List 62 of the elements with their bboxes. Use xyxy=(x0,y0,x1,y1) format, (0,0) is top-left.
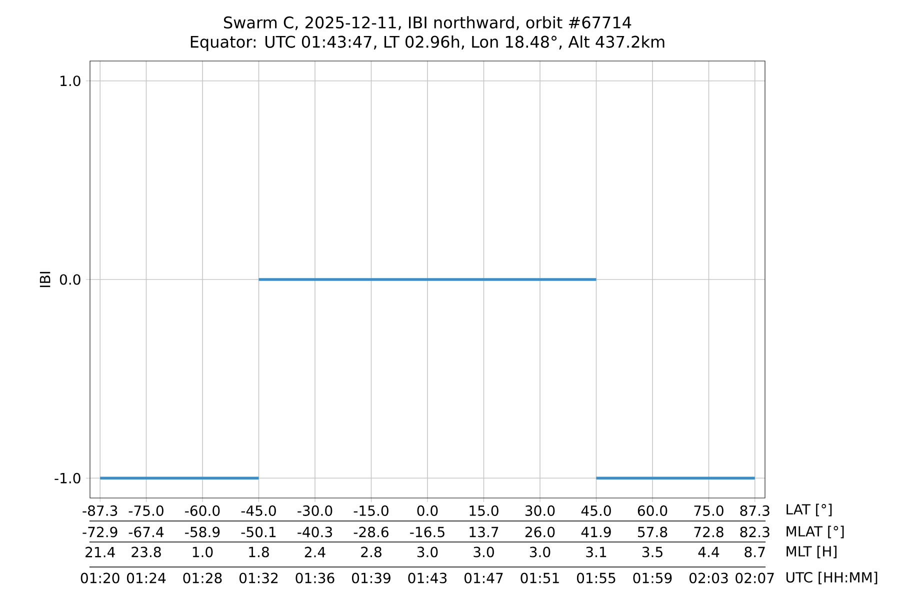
text: 41.9 xyxy=(581,526,611,538)
text: -28.6 xyxy=(354,526,388,538)
text: 3.0 xyxy=(530,546,550,558)
x-tick-label: 0.0 xyxy=(417,505,438,516)
text: 01:28 xyxy=(183,572,222,584)
text: 01:55 xyxy=(577,572,616,584)
x-tick-label: -30.0 xyxy=(298,505,332,516)
text: 01:36 xyxy=(296,572,334,584)
y-axis-title: IBI xyxy=(40,272,50,288)
x-tick-label: 45.0 xyxy=(581,505,611,516)
text: 8.7 xyxy=(744,546,765,558)
text: -16.5 xyxy=(410,526,444,538)
text: -50.1 xyxy=(241,526,276,538)
text: 01:39 xyxy=(352,572,390,584)
y-tick-label: 1.0 xyxy=(60,76,80,86)
text: -67.4 xyxy=(128,526,164,538)
text: MLAT [°] xyxy=(786,526,844,538)
text: UTC [HH:MM] xyxy=(786,572,878,584)
x-axis-title: LAT [°] xyxy=(786,504,832,516)
x-tick-label: -45.0 xyxy=(241,505,276,516)
text: 3.5 xyxy=(642,546,662,558)
text: 26.0 xyxy=(525,526,555,538)
text: 13.7 xyxy=(470,526,498,538)
text: 2.8 xyxy=(361,546,382,558)
x-tick-label: 30.0 xyxy=(525,505,555,516)
text: 72.8 xyxy=(694,526,724,538)
x-tick-label: 87.3 xyxy=(740,505,770,516)
text: 82.3 xyxy=(740,526,770,538)
chart-subtitle: Equator: UTC 01:43:47, LT 02.96h, Lon 18.48°, Alt 437.2km xyxy=(190,35,664,51)
text: 01:51 xyxy=(520,572,559,584)
x-tick-label: -15.0 xyxy=(354,505,388,516)
x-tick-label: 75.0 xyxy=(694,505,724,516)
text: 21.4 xyxy=(86,546,115,558)
y-tick-label: -1.0 xyxy=(54,472,80,484)
text: 01:20 xyxy=(80,572,120,584)
text: 3.1 xyxy=(586,546,606,558)
text: 57.8 xyxy=(638,526,668,538)
text: -58.9 xyxy=(185,526,220,538)
text: 3.0 xyxy=(474,546,494,558)
y-tick-label: 0.0 xyxy=(60,274,80,285)
x-tick-label: 60.0 xyxy=(638,505,668,516)
text: 3.0 xyxy=(417,546,438,558)
text: 4.4 xyxy=(698,546,720,558)
x-tick-label: -75.0 xyxy=(128,505,164,516)
text: 01:43 xyxy=(408,572,447,584)
text: 1.0 xyxy=(192,546,213,558)
text: -72.9 xyxy=(82,526,118,538)
x-tick-label: -87.3 xyxy=(82,505,118,516)
text: MLT [H] xyxy=(786,546,836,558)
x-tick-label: 15.0 xyxy=(470,505,498,516)
x-tick-label: -60.0 xyxy=(185,505,220,516)
text: 1.8 xyxy=(249,546,269,558)
text: 01:59 xyxy=(633,572,672,584)
text: 23.8 xyxy=(132,546,161,558)
chart-title: Swarm C, 2025-12-11, IBI northward, orbit #67714 xyxy=(224,16,632,30)
text: 02:07 xyxy=(736,572,774,584)
text: -40.3 xyxy=(298,526,332,538)
text: 01:47 xyxy=(464,572,503,584)
text: 01:24 xyxy=(126,572,166,584)
text: 2.4 xyxy=(304,546,326,558)
text: 01:32 xyxy=(240,572,278,584)
text: 02:03 xyxy=(690,572,728,584)
